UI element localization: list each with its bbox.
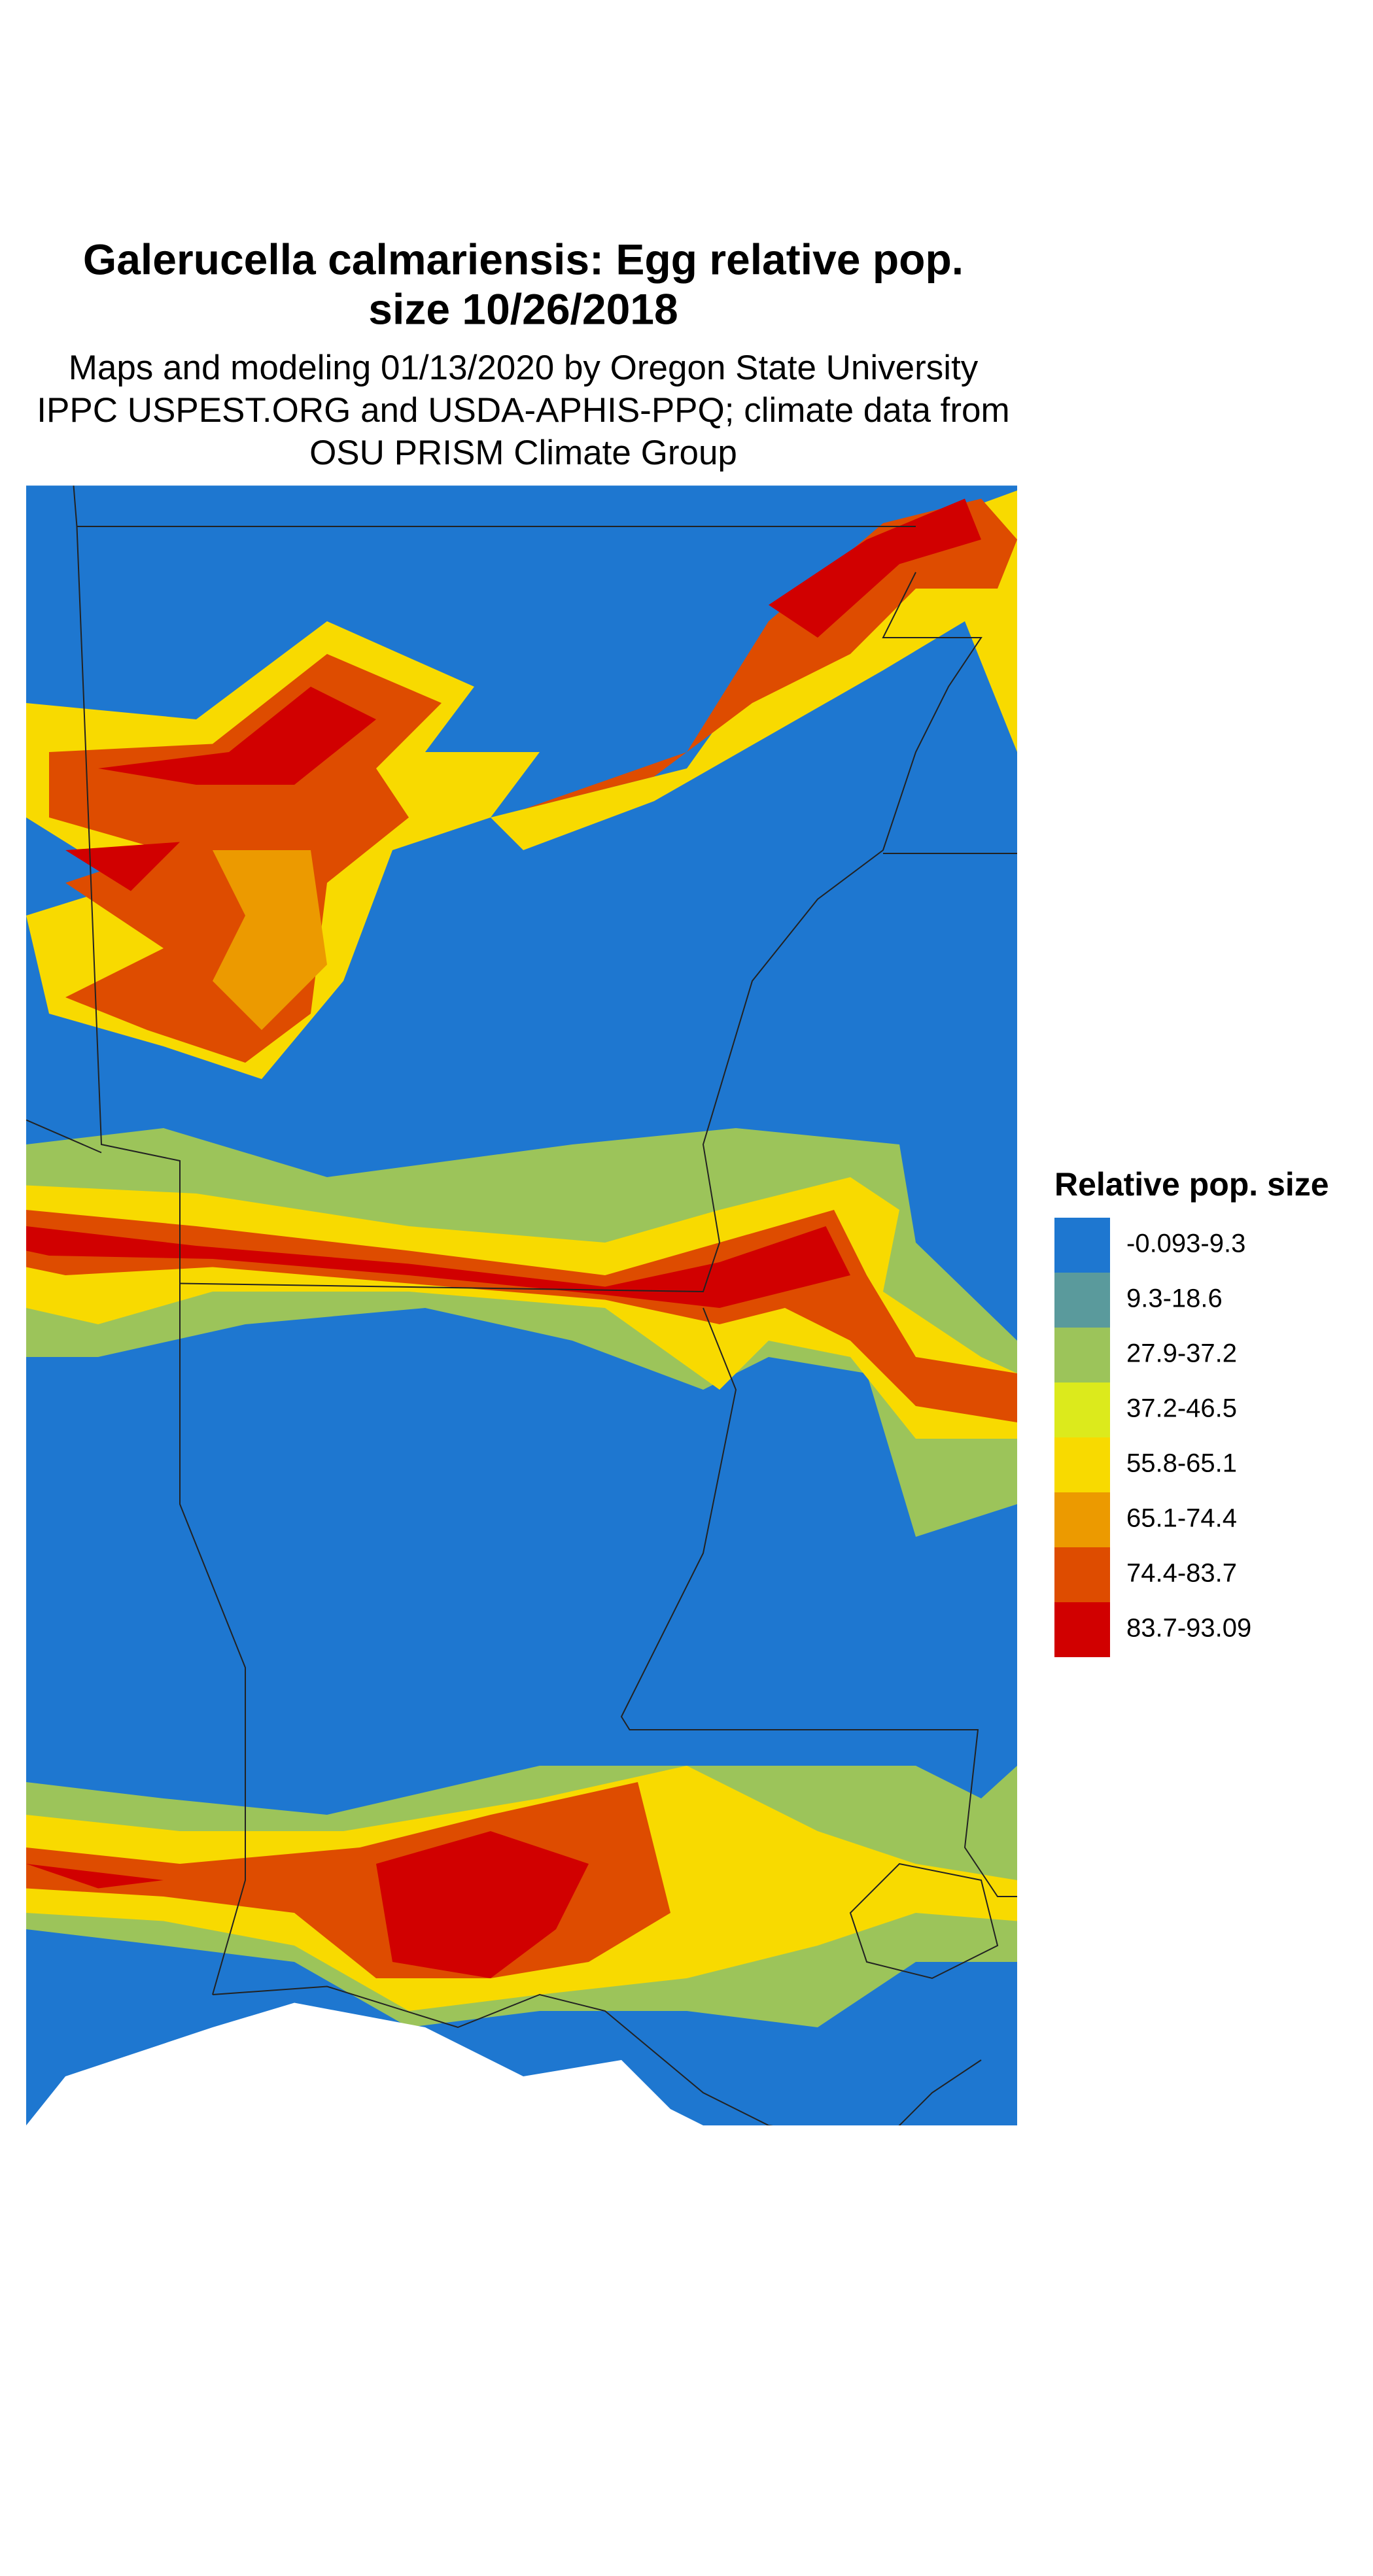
subtitle-line: OSU PRISM Climate Group: [309, 434, 737, 472]
land: [720, 2125, 818, 2158]
legend-label: 27.9-37.2: [1126, 1339, 1237, 1368]
legend-swatch: [1054, 1602, 1110, 1657]
map: [26, 485, 1017, 2158]
band: [523, 498, 1017, 810]
state-borders: [26, 485, 1017, 2125]
subtitle-line: Maps and modeling 01/13/2020 by Oregon S…: [69, 349, 979, 387]
band: [769, 498, 981, 638]
legend-swatch: [1054, 1218, 1110, 1273]
legend: -0.093-9.3 9.3-18.6 27.9-37.2 37.2-46.5 55.8…: [1054, 1218, 1251, 1657]
legend-label: 37.2-46.5: [1126, 1394, 1237, 1423]
legend-title: Relative pop. size: [1054, 1166, 1329, 1203]
legend-label: 9.3-18.6: [1126, 1284, 1223, 1313]
legend-label: 65.1-74.4: [1126, 1504, 1237, 1533]
band: [213, 850, 327, 1030]
no-data: [26, 2002, 703, 2125]
legend-swatch: [1054, 1273, 1110, 1328]
legend-swatch: [1054, 1437, 1110, 1492]
legend-swatch: [1054, 1547, 1110, 1602]
legend-label: -0.093-9.3: [1126, 1229, 1245, 1258]
title-line: Galerucella calmariensis: Egg relative p…: [83, 235, 964, 283]
legend-label: 83.7-93.09: [1126, 1614, 1251, 1643]
subtitle-line: IPPC USPEST.ORG and USDA-APHIS-PPQ; clim…: [37, 391, 1009, 430]
legend-swatch: [1054, 1382, 1110, 1437]
title-line: size 10/26/2018: [368, 284, 678, 333]
legend-swatch: [1054, 1328, 1110, 1382]
band: [26, 1831, 589, 1978]
band: [26, 1226, 850, 1308]
band: [65, 687, 376, 891]
legend-label: 74.4-83.7: [1126, 1559, 1237, 1588]
legend-swatch: [1054, 1492, 1110, 1547]
legend-label: 55.8-65.1: [1126, 1449, 1237, 1478]
